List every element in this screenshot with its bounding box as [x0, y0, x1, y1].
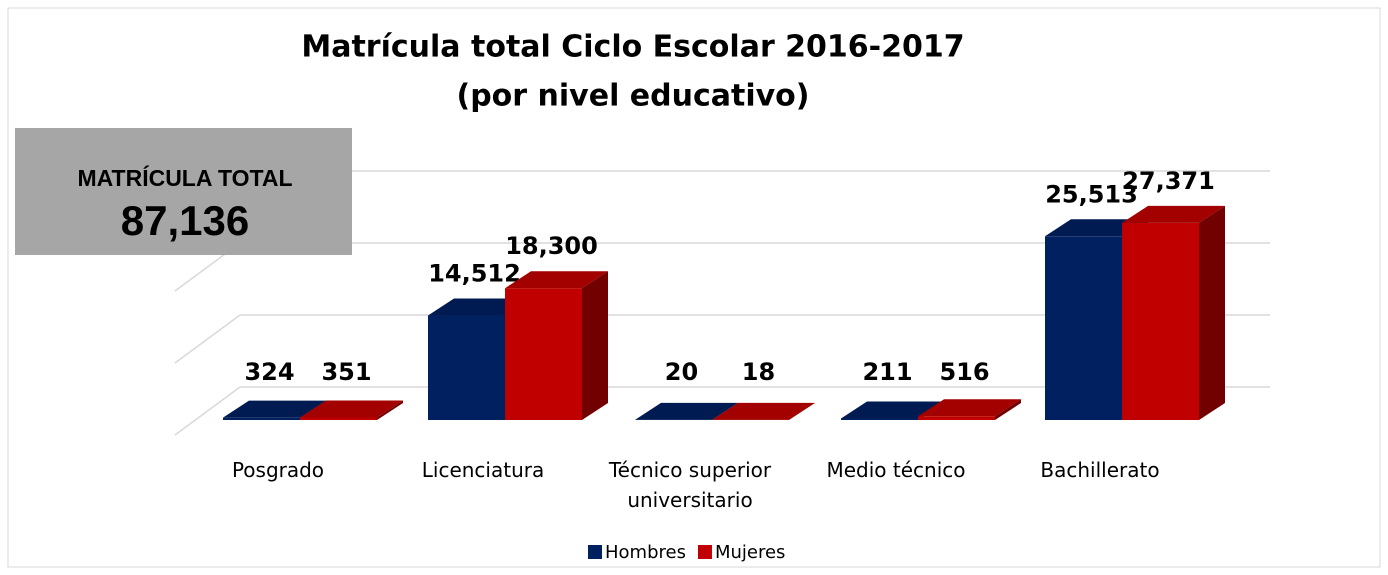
x-tick-label: Medio técnico — [826, 458, 966, 482]
value-label: 211 — [862, 358, 912, 386]
bar-top — [300, 400, 403, 418]
legend-label: Mujeres — [715, 542, 785, 563]
bar — [918, 416, 995, 420]
bar — [428, 315, 505, 420]
value-label: 20 — [665, 358, 698, 386]
bar-side — [1199, 205, 1225, 420]
chart-subtitle: (por nivel educativo) — [456, 79, 809, 114]
value-label: 14,512 — [428, 260, 521, 288]
chart-title: Matrícula total Ciclo Escolar 2016-2017 — [301, 30, 964, 65]
x-tick-label: Técnico superior universitario — [608, 458, 772, 512]
grid-line-side — [174, 314, 241, 364]
bar-top — [223, 400, 326, 418]
legend-swatch — [588, 545, 602, 559]
bar — [1122, 222, 1199, 420]
bar-side — [995, 399, 1021, 420]
legend-swatch — [697, 545, 712, 559]
bar-top — [841, 401, 944, 419]
value-label: 324 — [244, 358, 294, 386]
value-label: 18,300 — [505, 232, 598, 260]
value-label: 27,371 — [1122, 167, 1215, 195]
bar — [223, 417, 300, 420]
value-label: 351 — [321, 358, 371, 386]
bar-top — [635, 402, 738, 420]
bar — [300, 417, 377, 420]
bar-top — [712, 402, 815, 420]
bar — [841, 418, 918, 420]
bar — [505, 288, 582, 420]
legend-label: Hombres — [605, 542, 686, 563]
bar-side — [789, 402, 815, 420]
bar-top — [918, 399, 1021, 417]
total-value: 87,136 — [121, 197, 249, 244]
bar-side — [582, 271, 608, 420]
grid-line-side — [174, 386, 241, 436]
value-label: 25,513 — [1045, 180, 1138, 208]
x-tick-label: Bachillerato — [1040, 458, 1160, 482]
bar-side — [377, 400, 403, 420]
total-heading: MATRÍCULA TOTAL — [77, 164, 292, 191]
value-label: 18 — [742, 358, 775, 386]
bar — [1045, 236, 1122, 420]
x-tick-label: Posgrado — [231, 458, 325, 482]
x-tick-label: Licenciatura — [421, 458, 545, 482]
bar-top — [1122, 205, 1225, 223]
bar-top — [505, 271, 608, 289]
total-box — [15, 128, 352, 255]
value-label: 516 — [939, 358, 989, 386]
